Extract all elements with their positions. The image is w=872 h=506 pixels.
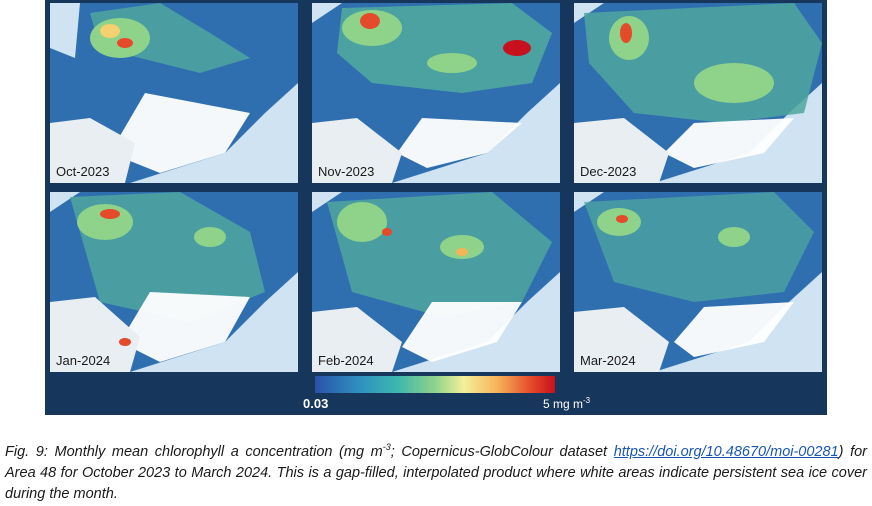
panel-label-jan-2024: Jan-2024 [56,353,111,368]
map-panel-dec-2023: Dec-2023 [574,3,822,183]
panel-label-oct-2023: Oct-2023 [56,164,110,179]
colorbar-max-exponent: -3 [583,396,591,405]
map-panel-oct-2023: Oct-2023 [50,3,298,183]
map-jan-2024 [50,192,298,372]
panel-label-dec-2023: Dec-2023 [580,164,637,179]
map-panel-jan-2024: Jan-2024 [50,192,298,372]
map-panel-mar-2024: Mar-2024 [574,192,822,372]
caption-part3: ) for Area 48 for October 2023 to March … [5,443,867,502]
figure-caption: Fig. 9: Monthly mean chlorophyll a conce… [5,437,867,505]
map-panel-nov-2023: Nov-2023 [312,3,560,183]
caption-part2: ; Copernicus-GlobColour dataset [390,443,614,460]
map-oct-2023 [50,3,298,183]
map-panel-feb-2024: Feb-2024 [312,192,560,372]
chlorophyll-figure: Oct-2023 Nov-2023 Dec-2023 [45,0,827,415]
caption-exponent: -3 [382,442,391,452]
panel-label-mar-2024: Mar-2024 [580,353,636,368]
panel-label-feb-2024: Feb-2024 [318,353,374,368]
map-nov-2023 [312,3,560,183]
dataset-doi-link[interactable]: https://doi.org/10.48670/moi-00281 [613,443,839,460]
map-mar-2024 [574,192,822,372]
map-dec-2023 [574,3,822,183]
panel-label-nov-2023: Nov-2023 [318,164,375,179]
caption-part1: Fig. 9: Monthly mean chlorophyll a conce… [5,443,383,460]
colorbar-min-label: 0.03 [303,396,329,411]
colorbar-max-label: 5 mg m-3 [543,396,590,411]
chlorophyll-colorbar [315,376,555,393]
map-feb-2024 [312,192,560,372]
colorbar-max-text: 5 mg m [543,397,584,411]
